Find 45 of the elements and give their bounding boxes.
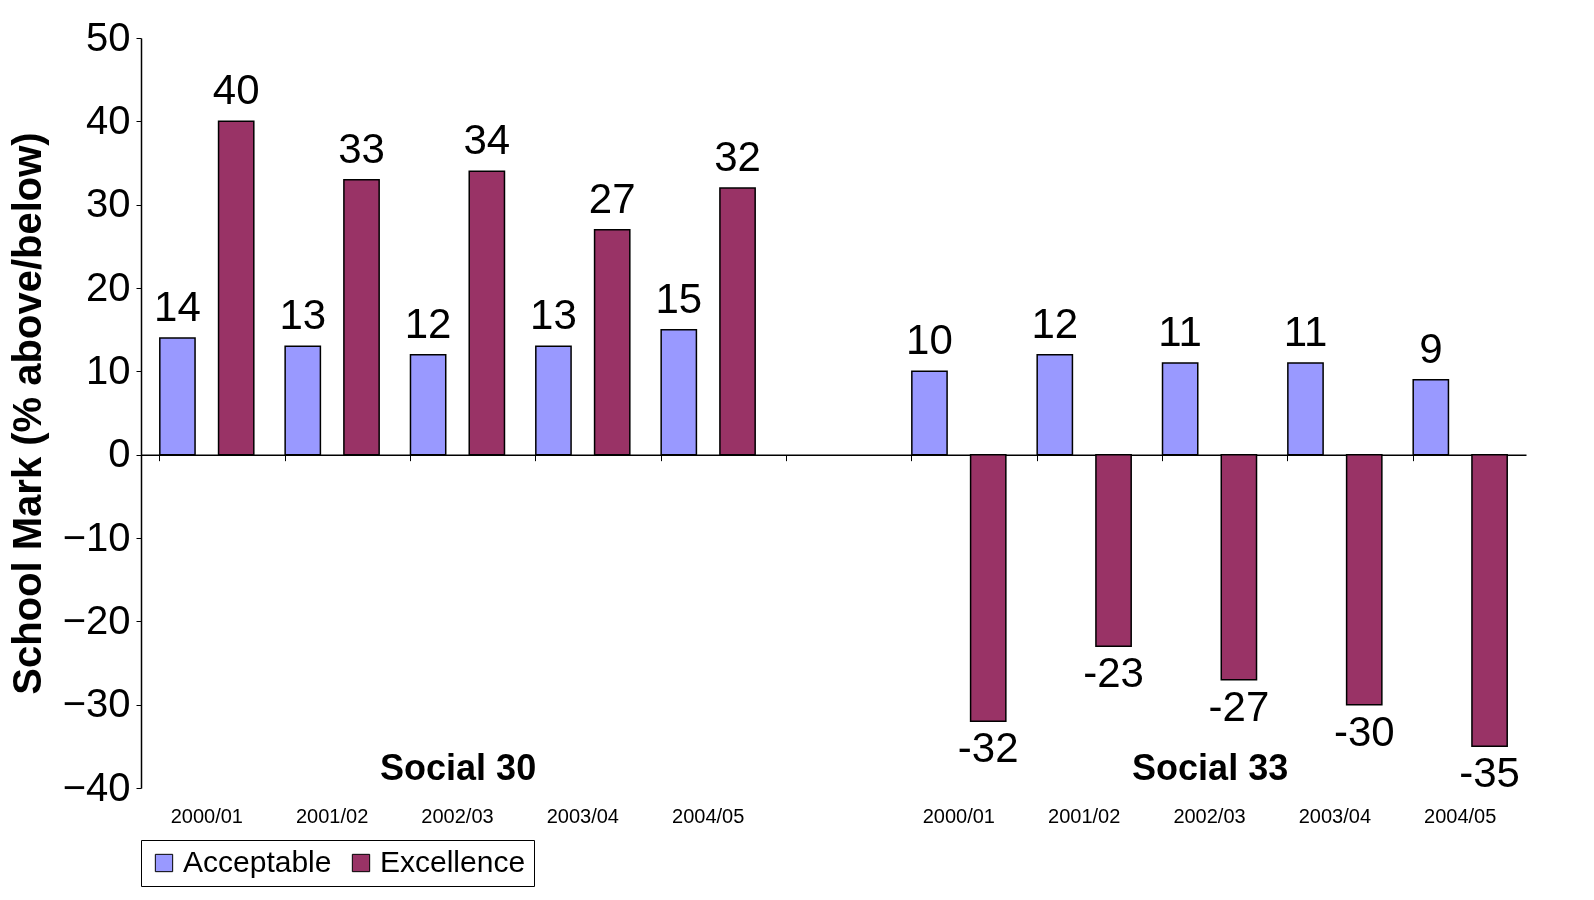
data-label: -30	[1333, 707, 1395, 755]
y-tick-label: −30	[62, 681, 131, 726]
x-tick-label: 2004/05	[672, 804, 745, 827]
data-label: -27	[1208, 682, 1270, 730]
y-tick-label: −40	[62, 764, 131, 809]
data-label: 12	[404, 299, 452, 347]
x-tick-label: 2002/03	[421, 804, 494, 827]
y-tick-label: −10	[62, 514, 131, 559]
data-label: 40	[212, 66, 260, 114]
y-tick-label: −20	[62, 597, 131, 642]
y-tick-label: 50	[86, 14, 131, 59]
data-label: -32	[957, 724, 1019, 772]
data-label: 15	[655, 274, 703, 322]
data-label: 34	[463, 116, 511, 164]
data-label: 10	[906, 316, 953, 364]
data-label: 33	[338, 124, 385, 172]
legend-label: Acceptable	[183, 845, 332, 878]
x-tick-label: 2003/04	[546, 804, 619, 827]
annotation: Social 33	[1132, 747, 1289, 788]
data-label: 12	[1031, 299, 1079, 347]
data-label: 27	[588, 174, 636, 222]
data-label: 13	[279, 291, 327, 339]
annotation: Social 30	[380, 747, 537, 788]
data-label: 11	[1158, 308, 1202, 355]
x-tick-label: 2001/02	[1048, 804, 1121, 827]
data-label: -23	[1083, 649, 1144, 697]
x-tick-label: 2001/02	[295, 804, 369, 827]
data-label: 14	[154, 283, 201, 330]
y-tick-label: 10	[86, 347, 131, 392]
y-tick-label: 30	[86, 181, 131, 226]
legend-label: Excellence	[380, 845, 526, 878]
data-label: 11	[1283, 308, 1328, 355]
x-tick-label: 2004/05	[1424, 804, 1497, 827]
x-tick-label: 2000/01	[170, 804, 243, 827]
x-tick-label: 2000/01	[922, 804, 995, 827]
y-tick-label: 0	[108, 431, 131, 476]
data-label: 32	[714, 133, 761, 180]
data-label: 13	[530, 291, 577, 339]
y-axis-title: School Mark (% above/below)	[4, 132, 49, 695]
x-tick-label: 2003/04	[1298, 804, 1372, 827]
x-tick-label: 2002/03	[1173, 804, 1246, 827]
y-tick-label: 40	[86, 97, 131, 142]
data-label: -35	[1459, 749, 1520, 797]
y-tick-label: 20	[86, 264, 131, 309]
data-label: 9	[1419, 324, 1443, 372]
